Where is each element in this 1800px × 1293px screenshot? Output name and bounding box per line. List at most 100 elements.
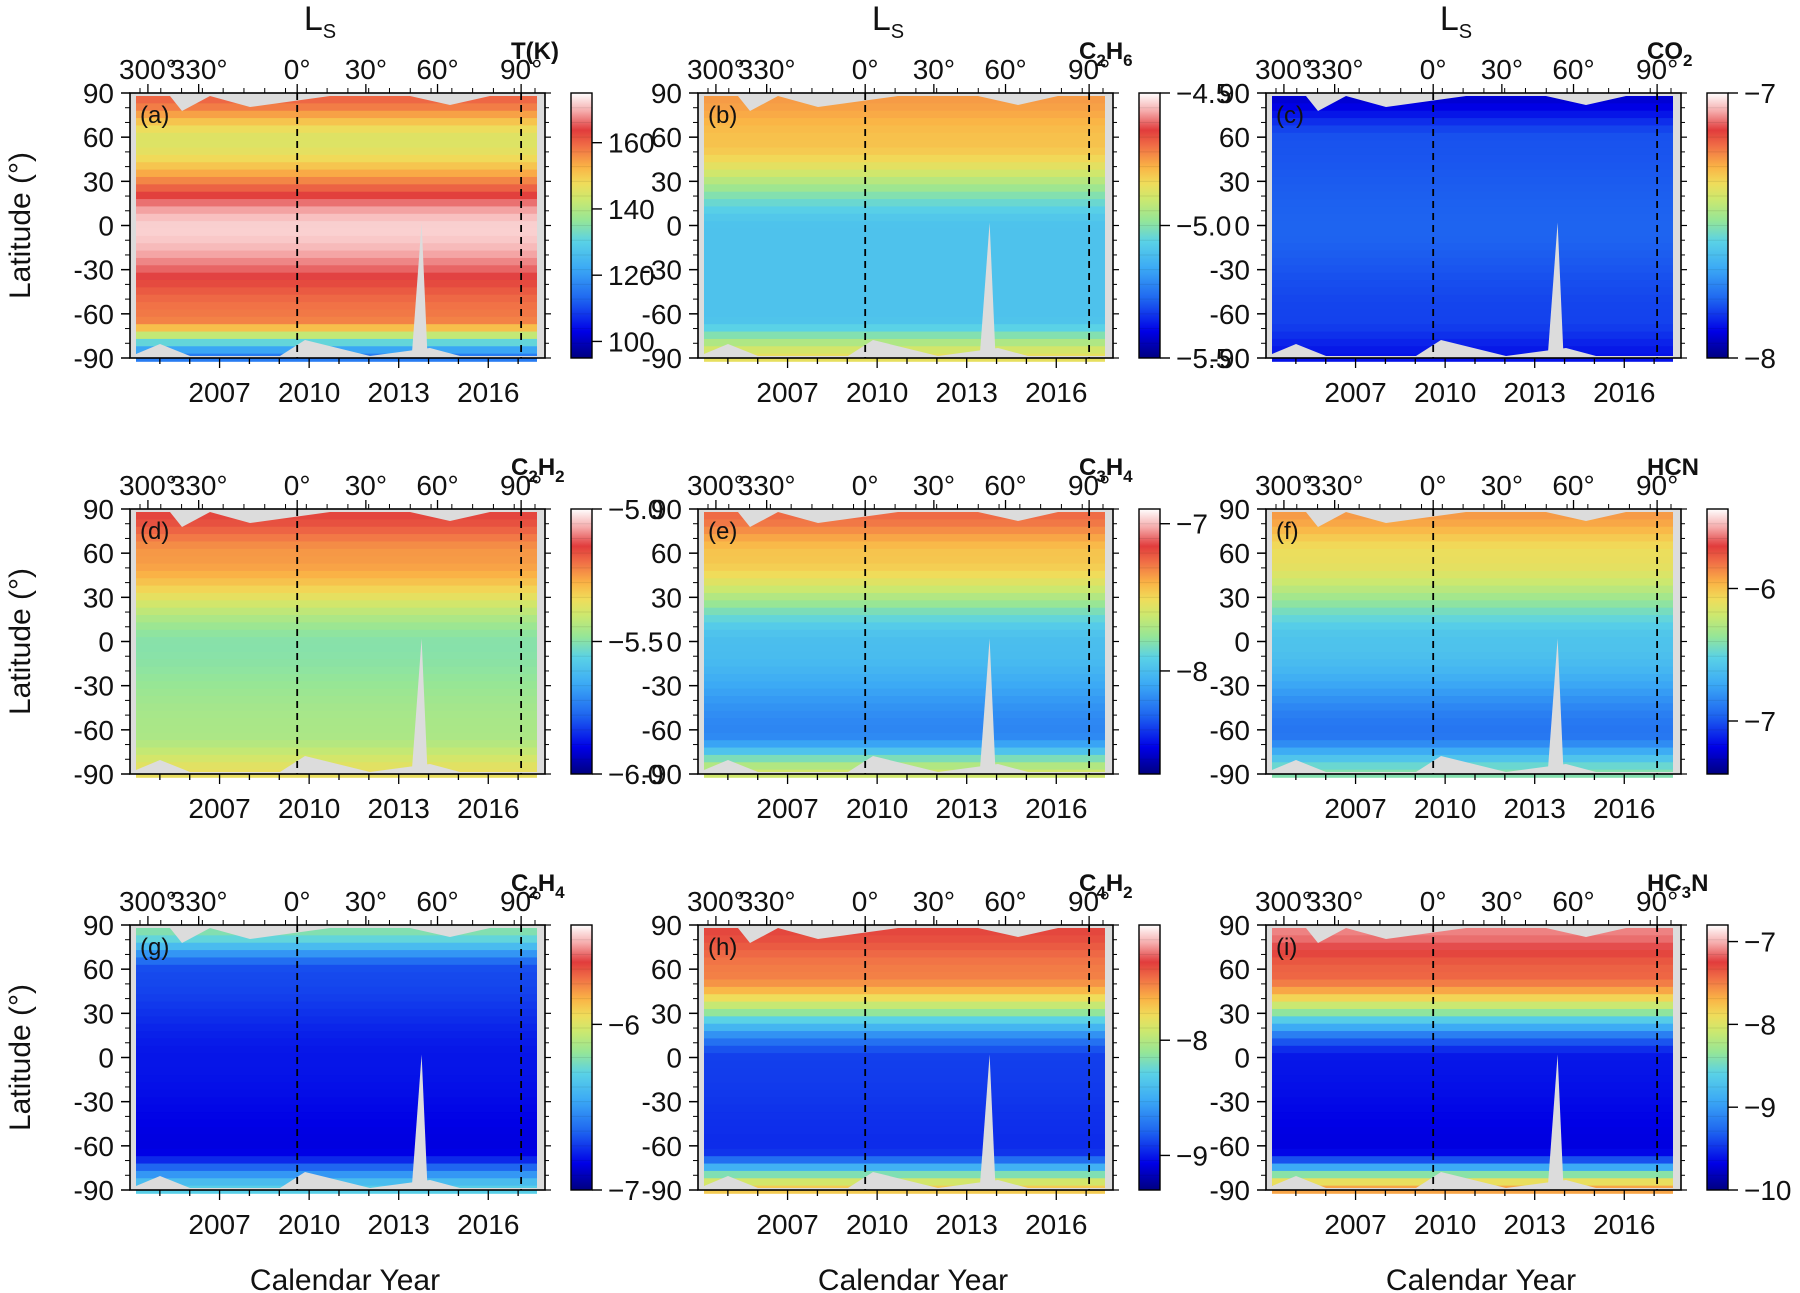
ls-tick-label: 90° — [1636, 470, 1678, 501]
data-band — [1272, 541, 1673, 550]
colorbar-tick-label: −6 — [1744, 574, 1776, 605]
data-band — [136, 162, 537, 171]
data-band — [136, 534, 537, 543]
data-band — [136, 1082, 537, 1091]
panel-letter: (h) — [708, 934, 737, 961]
data-band — [136, 191, 537, 200]
ls-tick-label: 30° — [913, 886, 955, 917]
lat-tick-label: 30 — [1219, 166, 1250, 197]
colorbar — [1706, 924, 1729, 1191]
data-band — [1272, 1067, 1673, 1077]
ls-tick-label: 60° — [1552, 54, 1594, 85]
data-band — [704, 1104, 1105, 1113]
data-band — [704, 747, 1105, 756]
data-band — [136, 1016, 537, 1025]
data-band — [1272, 1104, 1673, 1113]
data-band — [136, 1119, 537, 1128]
data-field — [1272, 512, 1673, 778]
data-band — [1272, 169, 1673, 178]
lat-tick-label: 60 — [83, 954, 114, 985]
data-band — [136, 221, 537, 230]
data-band — [136, 696, 537, 705]
lat-tick-label: -60 — [642, 299, 682, 330]
data-band — [704, 1016, 1105, 1025]
lat-tick-label: -90 — [74, 343, 114, 374]
data-gap-bottom — [130, 756, 537, 774]
data-field — [704, 928, 1105, 1194]
colorbar — [570, 92, 593, 359]
lat-tick-label: 90 — [651, 78, 682, 109]
ls-axis-title: LS — [304, 0, 336, 43]
data-band — [704, 1119, 1105, 1128]
data-band — [1272, 272, 1673, 281]
ls-tick-label: 90° — [1068, 470, 1110, 501]
data-band — [704, 302, 1105, 311]
missing-data-spike — [1547, 222, 1564, 358]
ls-tick-label: 330° — [738, 54, 796, 85]
data-band — [704, 928, 1105, 937]
ls-tick-label: 300° — [119, 886, 177, 917]
lat-tick-label: 30 — [1219, 582, 1250, 613]
missing-data-spike — [979, 222, 996, 358]
data-gap-right — [1673, 93, 1681, 358]
year-tick-label: 2007 — [188, 377, 250, 408]
data-band — [1272, 280, 1673, 289]
data-band — [1272, 316, 1673, 325]
data-band — [704, 659, 1105, 668]
year-tick-label: 2010 — [278, 793, 340, 824]
data-band — [704, 1001, 1105, 1010]
year-tick-label: 2016 — [1593, 1209, 1655, 1240]
ls-tick-label: 90° — [500, 54, 542, 85]
data-band — [136, 169, 537, 178]
data-gap-left — [1266, 925, 1272, 1190]
lat-tick-label: 0 — [1234, 1043, 1250, 1074]
data-band — [136, 287, 537, 296]
ls-tick-label: 90° — [1636, 54, 1678, 85]
data-band — [1272, 534, 1673, 543]
data-band — [704, 162, 1105, 171]
data-gap-right — [537, 509, 545, 774]
quantity-label: CO2 — [1647, 38, 1692, 70]
data-band — [704, 1038, 1105, 1047]
data-band — [1272, 1141, 1673, 1150]
year-tick-label: 2013 — [368, 377, 430, 408]
data-band — [704, 1075, 1105, 1084]
data-band — [136, 1097, 537, 1106]
data-band — [1272, 199, 1673, 208]
data-band — [704, 191, 1105, 200]
data-band — [704, 607, 1105, 616]
data-band — [704, 265, 1105, 274]
data-band — [1272, 688, 1673, 697]
data-field — [136, 96, 537, 362]
data-field — [704, 512, 1105, 778]
panel-h: 90 60 30 0 -30 -60 -90 2007 2010 2013 2016 300°330°… — [642, 870, 1208, 1240]
data-gap-top — [698, 509, 1105, 527]
data-band — [136, 294, 537, 303]
data-band — [136, 206, 537, 215]
year-tick-label: 2016 — [1593, 793, 1655, 824]
data-band — [704, 1134, 1105, 1143]
panel-letter: (e) — [708, 518, 737, 545]
ls-tick-label: 30° — [913, 470, 955, 501]
data-band — [1272, 681, 1673, 690]
ls-tick-label: 90° — [1636, 886, 1678, 917]
data-band — [1272, 622, 1673, 631]
data-band — [136, 592, 537, 602]
ls-tick-label: 300° — [119, 470, 177, 501]
data-band — [136, 1104, 537, 1113]
data-band — [1272, 324, 1673, 333]
ls-tick-label: 330° — [170, 886, 228, 917]
data-band — [136, 659, 537, 668]
year-tick-label: 2016 — [1025, 377, 1087, 408]
ls-tick-label: 300° — [119, 54, 177, 85]
data-band — [704, 1112, 1105, 1121]
data-band — [1272, 935, 1673, 944]
data-band — [1272, 986, 1673, 996]
data-band — [704, 110, 1105, 119]
data-band — [136, 140, 537, 149]
ls-tick-label: 90° — [1068, 54, 1110, 85]
data-band — [704, 725, 1105, 734]
lat-tick-label: -30 — [1210, 671, 1250, 702]
ls-tick-label: 30° — [913, 54, 955, 85]
data-band — [136, 302, 537, 311]
